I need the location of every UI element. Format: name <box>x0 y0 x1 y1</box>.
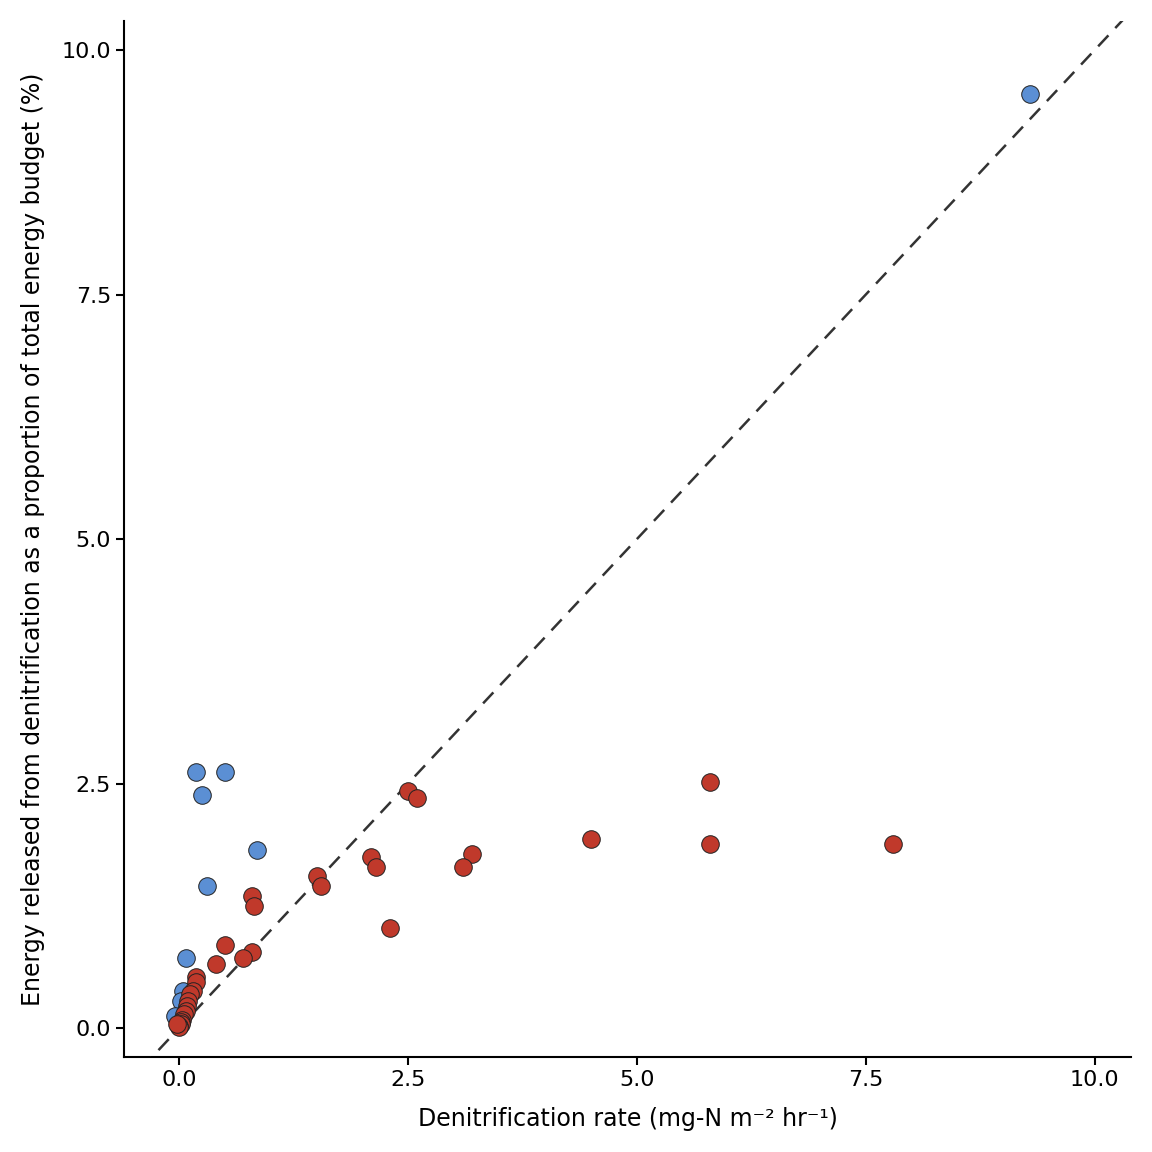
X-axis label: Denitrification rate (mg-N m⁻² hr⁻¹): Denitrification rate (mg-N m⁻² hr⁻¹) <box>418 1107 838 1131</box>
Point <box>312 877 331 895</box>
Point <box>463 844 482 863</box>
Point <box>172 1013 190 1031</box>
Point <box>454 857 472 876</box>
Point <box>408 789 426 808</box>
Point <box>700 835 719 854</box>
Point <box>399 782 417 801</box>
Point <box>1022 85 1040 104</box>
Point <box>197 877 215 895</box>
Point <box>582 831 600 849</box>
Point <box>366 857 385 876</box>
Point <box>700 772 719 790</box>
Point <box>181 985 199 1003</box>
Point <box>308 867 326 886</box>
Point <box>248 841 266 859</box>
Point <box>243 942 262 961</box>
Point <box>187 763 205 781</box>
Point <box>362 848 380 866</box>
Point <box>175 1005 194 1023</box>
Point <box>215 935 234 954</box>
Point <box>177 998 196 1016</box>
Point <box>174 982 192 1000</box>
Point <box>187 968 205 986</box>
Point <box>380 919 399 938</box>
Point <box>172 992 190 1010</box>
Point <box>170 1017 189 1036</box>
Point <box>184 982 203 1000</box>
Point <box>176 948 195 967</box>
Point <box>192 786 211 804</box>
Point <box>172 1015 190 1033</box>
Y-axis label: Energy released from denitrification as a proportion of total energy budget (%): Energy released from denitrification as … <box>21 73 45 1006</box>
Point <box>187 972 205 991</box>
Point <box>245 896 264 915</box>
Point <box>884 835 902 854</box>
Point <box>166 1007 184 1025</box>
Point <box>170 1017 189 1036</box>
Point <box>206 955 225 973</box>
Point <box>173 1011 191 1030</box>
Point <box>168 1015 187 1033</box>
Point <box>176 1002 195 1021</box>
Point <box>180 992 198 1010</box>
Point <box>243 887 262 905</box>
Point <box>234 948 252 967</box>
Point <box>215 763 234 781</box>
